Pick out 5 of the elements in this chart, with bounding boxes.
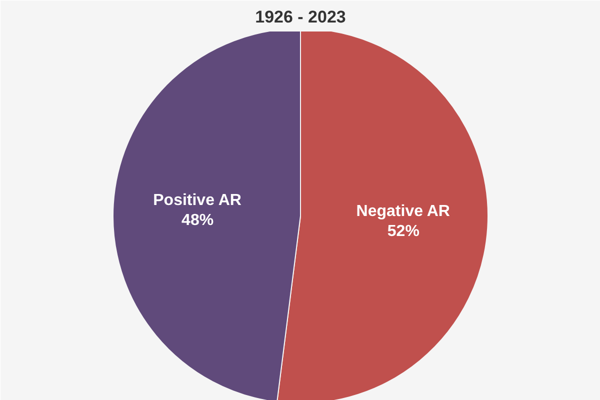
data-label: 52% <box>387 223 420 240</box>
slice-label: Positive AR <box>153 192 242 209</box>
data-label: 48% <box>182 212 214 230</box>
slice-label: Negative AR <box>356 202 450 220</box>
chart-title: 1926 - 2023 <box>255 8 346 26</box>
